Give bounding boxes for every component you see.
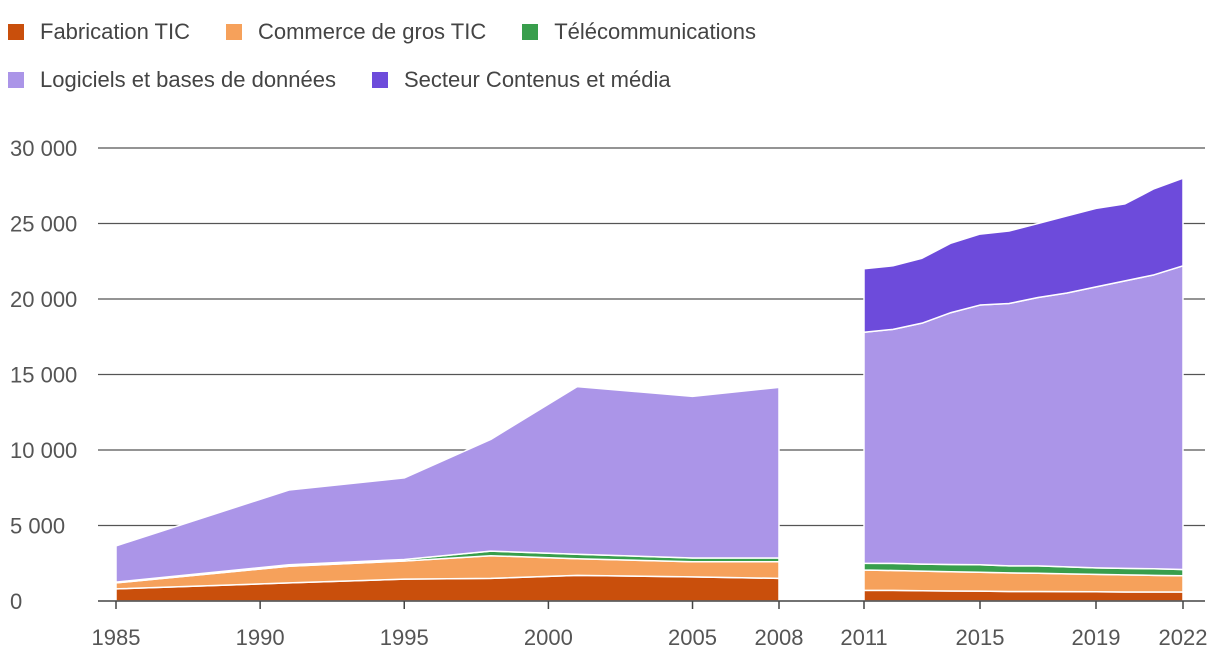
y-tick-label-20000: 20 000 [10, 287, 77, 312]
chart-legend: Fabrication TIC Commerce de gros TIC Tél… [8, 8, 1208, 104]
legend-swatch-commerce-de-gros-tic [225, 24, 242, 40]
legend-item-telecommunications: Télécommunications [522, 19, 756, 45]
x-tick-label-2005: 2005 [668, 625, 717, 650]
y-tick-label-15000: 15 000 [10, 363, 77, 388]
x-tick-label-2011: 2011 [840, 625, 887, 650]
legend-row-2: Logiciels et bases de données Secteur Co… [8, 56, 1208, 104]
y-tick-label-5000: 5 000 [10, 514, 65, 539]
axes: 0 5 000 10 000 15 000 20 000 25 000 30 000 1985… [10, 136, 1207, 650]
x-tick-label-1990: 1990 [236, 625, 285, 650]
legend-item-logiciels: Logiciels et bases de données [8, 67, 336, 93]
legend-swatch-contenus-media [372, 72, 388, 88]
y-tick-label-10000: 10 000 [10, 438, 77, 463]
area-logiciels-et-bases-de-donnees-segment-1 [115, 385, 780, 583]
legend-swatch-fabrication-tic [8, 24, 24, 40]
legend-label-telecommunications: Télécommunications [554, 19, 756, 44]
x-tick-label-2008: 2008 [755, 625, 804, 650]
legend-item-contenus-media: Secteur Contenus et média [372, 67, 671, 93]
legend-label-contenus-media: Secteur Contenus et média [404, 67, 671, 92]
legend-label-fabrication-tic: Fabrication TIC [40, 19, 190, 44]
x-tick-label-1985: 1985 [92, 625, 141, 650]
legend-row-1: Fabrication TIC Commerce de gros TIC Tél… [8, 8, 1208, 56]
legend-label-logiciels: Logiciels et bases de données [40, 67, 336, 92]
legend-label-commerce-de-gros-tic: Commerce de gros TIC [257, 19, 487, 44]
x-tick-label-2015: 2015 [956, 625, 1005, 650]
y-tick-label-30000: 30 000 [10, 136, 77, 161]
area-secteur-contenus-et-media-segment-2 [863, 177, 1184, 333]
legend-item-fabrication-tic: Fabrication TIC [8, 19, 190, 45]
legend-item-commerce-de-gros-tic: Commerce de gros TIC [225, 19, 487, 45]
x-tick-label-2022: 2022 [1159, 625, 1208, 650]
x-tick-label-2019: 2019 [1072, 625, 1121, 650]
x-tick-label-1995: 1995 [380, 625, 429, 650]
y-tick-label-0: 0 [10, 589, 22, 614]
legend-swatch-telecommunications [522, 24, 539, 40]
legend-swatch-logiciels [8, 72, 24, 88]
stacked-areas [115, 177, 1184, 602]
y-tick-label-25000: 25 000 [10, 212, 77, 237]
x-tick-label-2000: 2000 [524, 625, 573, 650]
